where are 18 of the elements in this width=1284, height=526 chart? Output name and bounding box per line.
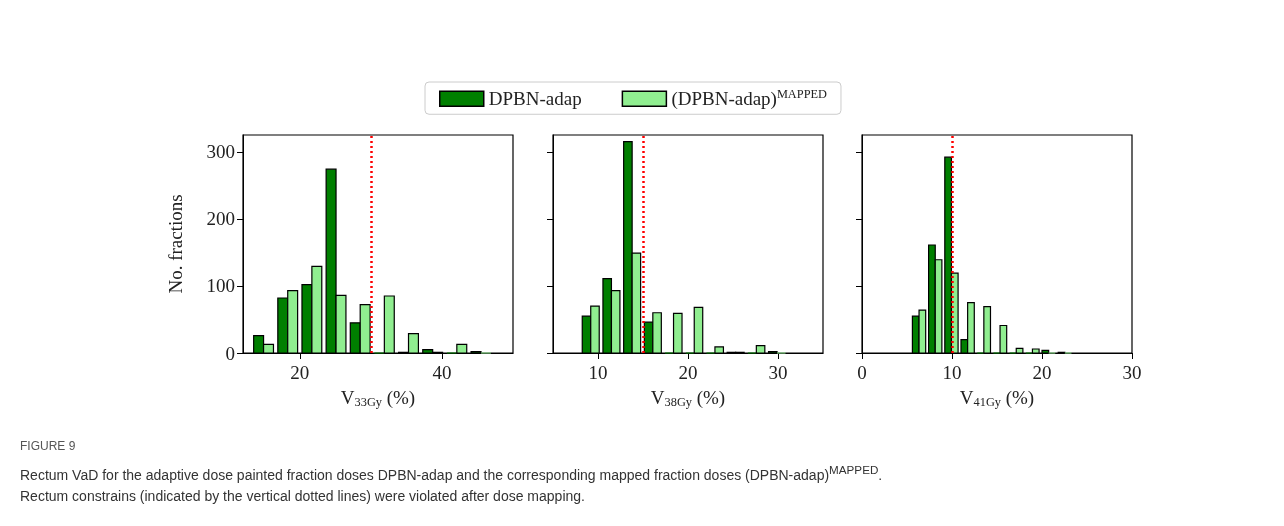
x-tick-label: 30: [1122, 362, 1142, 383]
x-tick-label: 10: [588, 362, 608, 383]
y-tick-label: 200: [206, 208, 235, 230]
text: Rectum VaD for the adaptive dose painted fraction doses DPBN-adap and the corresponding mapped fraction doses (DPBN-adap)$^{MAPPED}$.: [20, 462, 884, 485]
x-tick-label: 20: [678, 362, 698, 383]
y-tick-label: 0: [225, 342, 235, 364]
legend-label: DPBN-adap: [488, 88, 582, 110]
x-tick-label: 30: [768, 362, 788, 383]
y-tick-label: 100: [206, 275, 235, 297]
y-tick-label: 300: [206, 141, 235, 163]
x-tick-label: 20: [290, 362, 310, 383]
x-tick-label: 40: [432, 362, 452, 383]
caption: FIGURE 9: [20, 438, 77, 455]
x-tick-label: 0: [857, 362, 867, 383]
y-axis-title: No. fractions: [165, 194, 186, 294]
x-tick-label: 10: [942, 362, 962, 383]
x-tick-label: 20: [1032, 362, 1052, 383]
text: Rectum constrains (indicated by the vertical dotted lines) were violated after dose mapping.: [20, 486, 586, 506]
